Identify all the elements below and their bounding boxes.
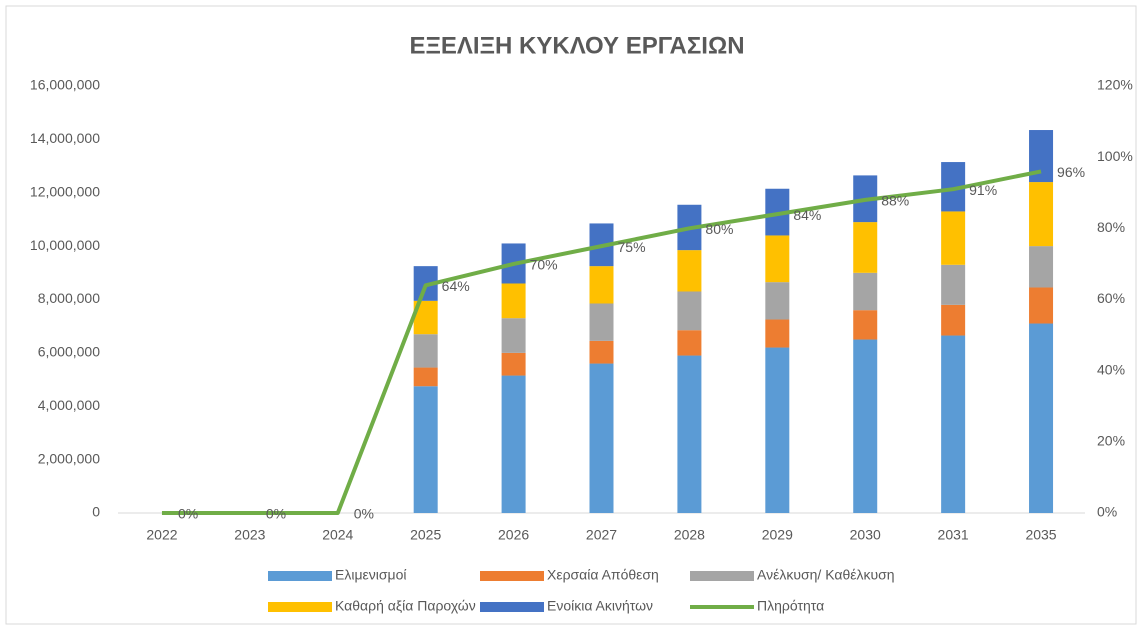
bar-segment — [941, 211, 966, 265]
line — [161, 169, 1042, 515]
bar-segment — [1029, 323, 1054, 513]
y2-tick-label: 60% — [1097, 290, 1125, 306]
bar-segment — [765, 282, 790, 320]
y2-tick-label: 20% — [1097, 433, 1125, 449]
x-tick-label: 2026 — [498, 527, 529, 543]
y2-tick-label: 0% — [1097, 504, 1117, 520]
bar-segment — [413, 334, 438, 368]
data-label: 0% — [266, 506, 286, 522]
y-tick-label: 6,000,000 — [38, 344, 100, 360]
legend-swatch — [480, 571, 544, 581]
bar-segment — [1029, 246, 1054, 288]
y-tick-label: 2,000,000 — [38, 450, 100, 466]
bar-segment — [501, 318, 526, 353]
bar-segment — [853, 272, 878, 311]
x-tick-label: 2022 — [146, 527, 177, 543]
x-tick-label: 2028 — [674, 527, 705, 543]
x-tick-label: 2030 — [850, 527, 881, 543]
bar-segment — [501, 283, 526, 319]
bar-segment — [413, 367, 438, 387]
x-tick-label: 2031 — [938, 527, 969, 543]
y-tick-label: 12,000,000 — [30, 183, 100, 199]
data-label: 64% — [442, 278, 470, 294]
bar-segment — [589, 266, 614, 304]
y-tick-label: 4,000,000 — [38, 397, 100, 413]
data-label: 0% — [354, 506, 374, 522]
legend-label: Καθαρή αξία Παροχών — [335, 598, 476, 614]
bar-segment — [589, 363, 614, 513]
bar-segment — [501, 352, 526, 376]
bar-segment — [765, 235, 790, 283]
data-label: 91% — [969, 182, 997, 198]
data-label: 75% — [618, 239, 646, 255]
x-tick-label: 2025 — [410, 527, 441, 543]
legend-label: Ελιμενισμοί — [335, 567, 406, 583]
bar-segment — [1029, 182, 1054, 247]
bar-segment — [941, 335, 966, 513]
bar-segment — [853, 310, 878, 340]
bar-segment — [853, 222, 878, 273]
bar-segment — [765, 319, 790, 348]
x-tick-label: 2035 — [1025, 527, 1056, 543]
bar-segment — [413, 386, 438, 513]
bar-segment — [765, 347, 790, 513]
data-label: 70% — [530, 257, 558, 273]
bar-segment — [589, 303, 614, 341]
legend-label: Ανέλκυση/ Καθέλκυση — [757, 567, 895, 583]
y-tick-label: 14,000,000 — [30, 130, 100, 146]
chart-title: ΕΞΕΛΙΞΗ ΚΥΚΛΟΥ ΕΡΓΑΣΙΩΝ — [409, 32, 744, 59]
x-tick-label: 2024 — [322, 527, 353, 543]
bar-segment — [1029, 287, 1054, 324]
x-tick-label: 2029 — [762, 527, 793, 543]
bar-segment — [941, 264, 966, 305]
legend-label: Ενοίκια Ακινήτων — [547, 598, 653, 614]
y-tick-label: 8,000,000 — [38, 290, 100, 306]
data-label: 88% — [881, 193, 909, 209]
y2-tick-label: 100% — [1097, 148, 1133, 164]
data-label: 80% — [705, 221, 733, 237]
y2-tick-label: 120% — [1097, 77, 1133, 93]
data-label: 84% — [793, 207, 821, 223]
bar-segment — [677, 291, 702, 331]
bar-segment — [677, 330, 702, 356]
y-tick-label: 16,000,000 — [30, 77, 100, 93]
legend-swatch — [480, 602, 544, 612]
data-label: 0% — [178, 506, 198, 522]
bar-segment — [677, 355, 702, 513]
legend-label: Χερσαία Απόθεση — [547, 567, 659, 583]
x-tick-label: 2023 — [234, 527, 265, 543]
legend-swatch — [690, 571, 754, 581]
bar-segment — [589, 340, 614, 364]
bar-segment — [501, 375, 526, 513]
bar-segment — [941, 304, 966, 336]
legend-swatch — [268, 571, 332, 581]
bar-segment — [853, 339, 878, 513]
data-label: 96% — [1057, 164, 1085, 180]
y2-tick-label: 40% — [1097, 361, 1125, 377]
legend-label: Πληρότητα — [757, 598, 824, 614]
y2-tick-label: 80% — [1097, 219, 1125, 235]
y-tick-label: 10,000,000 — [30, 237, 100, 253]
y-tick-label: 0 — [92, 504, 100, 520]
x-tick-label: 2027 — [586, 527, 617, 543]
legend-swatch — [268, 602, 332, 612]
bar-segment — [677, 250, 702, 292]
